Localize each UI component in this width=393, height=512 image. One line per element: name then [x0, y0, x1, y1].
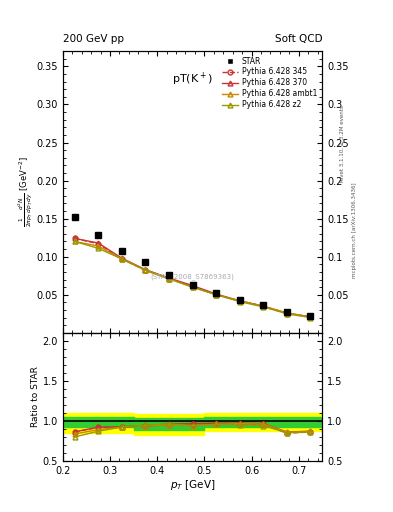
Text: 200 GeV pp: 200 GeV pp	[63, 33, 124, 44]
Text: Rivet 3.1.10, ≥ 3.2M events: Rivet 3.1.10, ≥ 3.2M events	[340, 105, 345, 182]
Legend: STAR, Pythia 6.428 345, Pythia 6.428 370, Pythia 6.428 ambt1, Pythia 6.428 z2: STAR, Pythia 6.428 345, Pythia 6.428 370…	[220, 55, 318, 111]
Text: mcplots.cern.ch [arXiv:1306.3436]: mcplots.cern.ch [arXiv:1306.3436]	[352, 183, 357, 278]
Text: (STAR_2008_S7869363): (STAR_2008_S7869363)	[151, 273, 235, 280]
X-axis label: $p_T$ [GeV]: $p_T$ [GeV]	[170, 478, 215, 493]
Text: pT(K$^+$): pT(K$^+$)	[172, 71, 213, 88]
Y-axis label: Ratio to STAR: Ratio to STAR	[31, 367, 40, 427]
Text: Soft QCD: Soft QCD	[275, 33, 322, 44]
Y-axis label: $\frac{1}{2\pi p_T}\frac{d^2N}{dp_T\,dy}$ [GeV$^{-2}$]: $\frac{1}{2\pi p_T}\frac{d^2N}{dp_T\,dy}…	[17, 157, 35, 227]
